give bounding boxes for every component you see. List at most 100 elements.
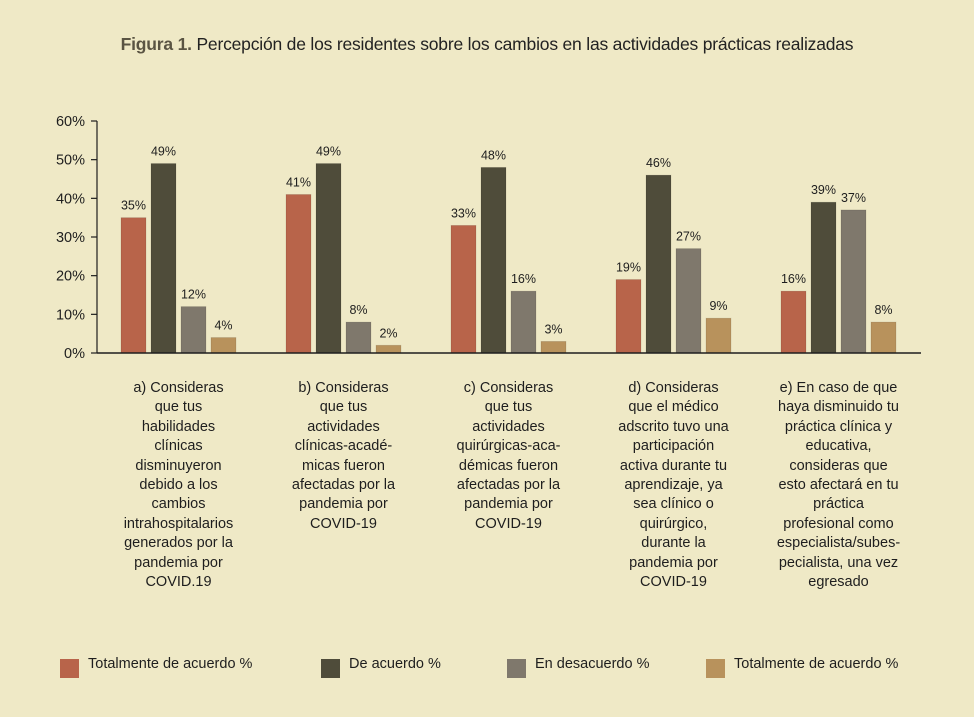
category-label-line: educativa, [805,438,872,455]
category-label-line: profesional como [783,515,894,532]
category-label-line: práctica [813,496,864,513]
category-label-line: generados por la [124,535,233,552]
category-label-line: actividades [307,418,380,435]
data-label: 19% [616,261,641,275]
y-tick-label: 40% [56,191,85,207]
data-label: 35% [121,199,146,213]
category-label-line: COVID-19 [310,515,377,532]
y-tick-label: 60% [56,114,85,130]
bar-d-series-4 [705,317,732,354]
category-label-line: cambios [151,496,206,513]
category-label-line: e) En caso de que [779,380,898,396]
category-label-a: a) Consideras que tus habilidades clínicas d… [104,379,254,592]
bar-b-series-2 [315,163,342,354]
category-label-line: participación [632,438,715,455]
category-label-line: debido a los [139,477,218,494]
bar-b-series-1 [285,194,312,354]
bar-c-series-3 [510,290,537,354]
legend: Totalmente de acuerdo % De acuerdo % En de… [0,656,974,680]
data-label: 16% [781,272,806,286]
data-label: 39% [811,183,836,197]
category-label-d: d) Consideras que el médico adscrito tuvo … [599,379,749,592]
bar-c-series-1 [450,224,477,354]
legend-label: De acuerdo % [349,656,441,672]
category-label-line: pecialista, una vez [778,554,899,571]
category-label-line: que el médico [628,399,719,416]
legend-item-3: En desacuerdo % [507,656,649,678]
data-label: 49% [316,145,341,159]
figure-caption: Percepción de los residentes sobre los c… [196,34,854,54]
legend-item-1: Totalmente de acuerdo % [60,656,252,678]
category-label-line: afectadas por la [456,477,561,494]
bar-c-series-4 [540,340,567,354]
category-label-line: especialista/subes- [776,535,901,552]
data-label: 41% [286,175,311,189]
category-label-line: consideras que [789,457,888,474]
category-label-line: c) Consideras [463,380,554,396]
data-label: 33% [451,206,476,220]
bars [120,163,897,354]
data-label: 49% [151,145,176,159]
bar-d-series-2 [645,174,672,354]
y-tick-label: 10% [56,307,85,323]
bar-e-series-1 [780,290,807,354]
category-label-line: quirúrgico, [639,515,708,532]
data-label: 27% [676,230,701,244]
bar-a-series-2 [150,163,177,354]
bar-b-series-3 [345,321,372,354]
category-label-line: pandemia por [299,496,388,513]
category-label-line: aprendizaje, ya [624,477,723,494]
data-label: 3% [544,322,562,336]
category-label-line: sea clínico o [633,496,714,513]
legend-swatch [60,659,79,678]
category-label-line: habilidades [141,418,216,435]
bar-d-series-1 [615,279,642,354]
legend-swatch [321,659,340,678]
legend-swatch [507,659,526,678]
bar-e-series-3 [840,209,867,354]
legend-label: Totalmente de acuerdo % [88,656,253,672]
category-label-line: micas fueron [301,457,385,474]
category-label-line: pandemia por [629,554,718,571]
category-label-line: COVID-19 [475,515,542,532]
category-label-line: COVID.19 [145,574,212,591]
category-label-line: que tus [484,399,533,416]
y-axis: 0% 10% 20% 30% 40% 50% 60% [56,114,98,362]
figure-label: Figura 1. [120,34,192,54]
category-label-line: quirúrgicas-aca- [456,438,561,455]
legend-swatch [706,659,725,678]
category-label-line: práctica clínica y [784,418,893,435]
data-label: 16% [511,272,536,286]
data-label: 48% [481,148,506,162]
category-label-line: que tus [154,399,203,416]
bar-a-series-4 [210,337,237,354]
legend-label: Totalmente de acuerdo % [734,656,899,672]
category-label-line: intrahospitalarios [123,515,234,532]
category-label-line: b) Consideras [298,380,389,396]
category-label-b: b) Consideras que tus actividades clínicas-… [269,379,419,534]
category-label-line: COVID-19 [640,574,707,591]
category-label-line: clínicas-acadé- [294,438,393,455]
category-label-line: clínicas [154,438,203,455]
category-label-line: egresado [808,574,869,591]
category-label-line: afectadas por la [291,477,396,494]
data-label: 4% [214,319,232,333]
data-label: 8% [874,303,892,317]
y-tick-label: 20% [56,269,85,285]
category-label-line: haya disminuido tu [778,399,899,416]
category-label-line: a) Consideras [133,380,224,396]
bar-d-series-3 [675,248,702,354]
category-label-line: esto afectará en tu [778,477,899,494]
y-tick-label: 0% [64,346,85,362]
category-label-line: disminuyeron [135,457,222,474]
data-labels: 35% 49% 12% 4% 41% 49% 8% 2% 33% 48% 16% 3% 19% 46% 27… [121,145,893,341]
legend-item-4: Totalmente de acuerdo % [706,656,898,678]
category-label-line: d) Consideras [628,380,719,396]
legend-label: En desacuerdo % [535,656,650,672]
category-label-line: pandemia por [134,554,223,571]
category-label-e: e) En caso de que haya disminuido tu práct… [764,379,914,592]
bar-b-series-4 [375,344,402,354]
category-label-line: durante la [641,535,706,552]
bar-e-series-4 [870,321,897,354]
